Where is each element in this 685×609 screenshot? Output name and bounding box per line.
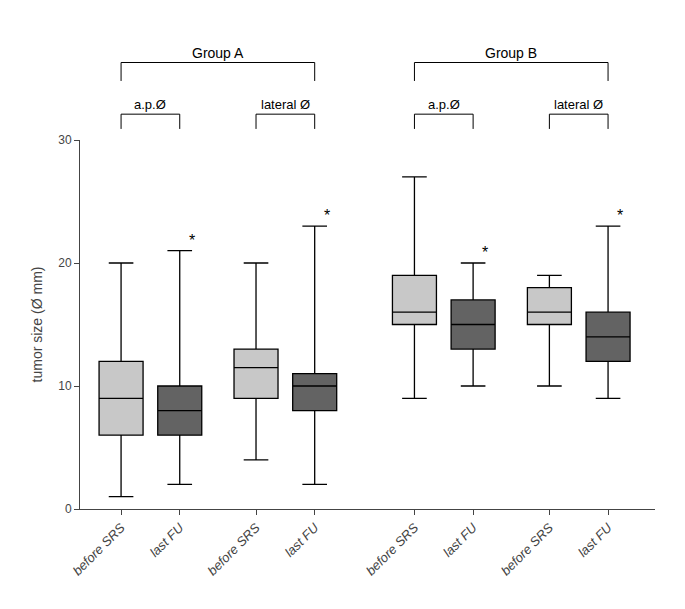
svg-text:lateral Ø: lateral Ø — [261, 97, 310, 112]
svg-text:20: 20 — [58, 256, 72, 270]
svg-text:tumor size (Ø mm): tumor size (Ø mm) — [29, 267, 45, 383]
svg-text:*: * — [324, 207, 330, 224]
svg-text:lateral Ø: lateral Ø — [554, 97, 603, 112]
svg-text:Group B: Group B — [485, 45, 537, 61]
svg-text:a.p.Ø: a.p.Ø — [134, 97, 166, 112]
svg-text:*: * — [482, 244, 488, 261]
svg-text:before SRS: before SRS — [363, 520, 421, 578]
svg-text:0: 0 — [65, 502, 72, 516]
svg-text:last FU: last FU — [282, 520, 322, 560]
svg-text:before SRS: before SRS — [205, 520, 263, 578]
svg-text:last FU: last FU — [440, 520, 480, 560]
svg-text:last FU: last FU — [147, 520, 187, 560]
svg-text:Group A: Group A — [192, 45, 244, 61]
svg-text:*: * — [189, 232, 195, 249]
svg-text:*: * — [617, 207, 623, 224]
svg-text:before SRS: before SRS — [498, 520, 556, 578]
svg-text:10: 10 — [58, 379, 72, 393]
svg-text:a.p.Ø: a.p.Ø — [428, 97, 460, 112]
svg-text:last FU: last FU — [575, 520, 615, 560]
svg-text:30: 30 — [58, 133, 72, 147]
svg-text:before SRS: before SRS — [70, 520, 128, 578]
